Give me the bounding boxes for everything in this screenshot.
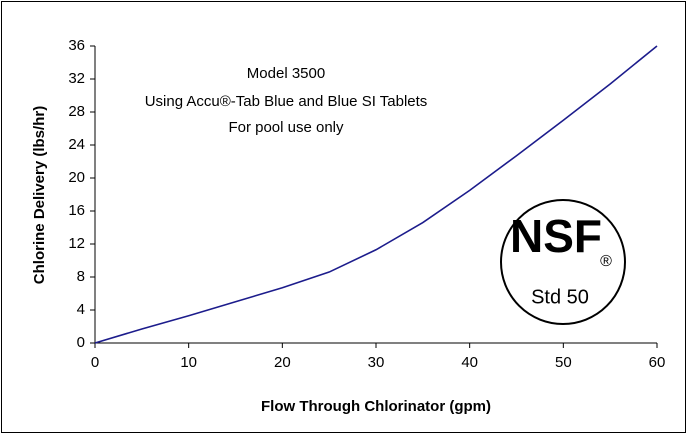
logo-mark: ® [600,253,612,270]
x-axis-label: Flow Through Chlorinator (gpm) [261,398,491,415]
y-tick-label: 28 [68,103,85,120]
annotation: Using Accu®-Tab Blue and Blue SI Tablets [145,93,428,110]
y-tick-label: 4 [77,301,85,318]
y-tick-label: 36 [68,37,85,54]
x-tick-label: 20 [274,354,291,371]
y-tick-label: 20 [68,169,85,186]
x-tick-label: 0 [91,354,99,371]
y-tick-label: 32 [68,70,85,87]
x-tick-label: 10 [180,354,197,371]
x-tick-label: 60 [649,354,666,371]
annotation: For pool use only [228,119,344,136]
logo-circle [500,199,626,325]
y-tick-label: 16 [68,202,85,219]
y-tick-label: 24 [68,136,85,153]
x-tick-label: 40 [461,354,478,371]
data-line [94,45,658,344]
annotation: Model 3500 [247,65,325,82]
y-tick-label: 8 [77,268,85,285]
logo-caption: Std 50 [531,286,589,308]
y-axis-label: Chlorine Delivery (lbs/hr) [31,106,48,284]
x-tick-label: 30 [368,354,385,371]
logo-text: NSF [510,210,602,262]
x-tick-label: 50 [555,354,572,371]
y-tick-label: 12 [68,235,85,252]
frame [1,1,686,433]
y-tick-label: 0 [77,334,85,351]
